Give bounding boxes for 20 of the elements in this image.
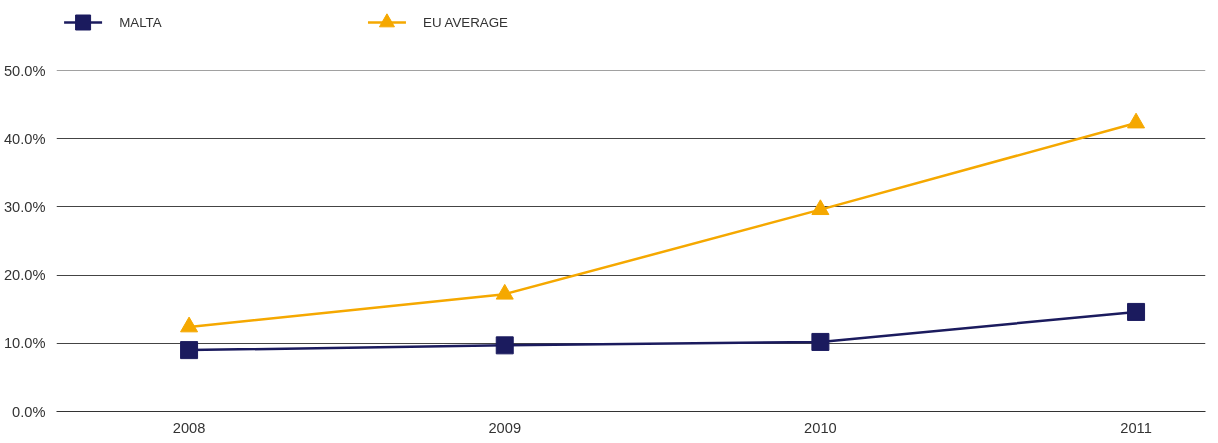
y-tick-label: 30.0% — [3, 198, 46, 215]
x-tick-label: 2008 — [172, 419, 206, 436]
point — [180, 341, 199, 360]
point — [1127, 302, 1146, 321]
y-tick-label: 0.0% — [12, 403, 46, 420]
y-tick-label: 50.0% — [3, 62, 46, 79]
point — [180, 316, 199, 333]
legend-label: MALTA — [119, 15, 162, 30]
legend-label: EU AVERAGE — [423, 15, 509, 30]
point — [811, 199, 830, 216]
point — [495, 283, 514, 300]
point — [811, 332, 830, 351]
x-tick-label: 2009 — [488, 419, 522, 436]
y-tick-label: 20.0% — [3, 267, 46, 284]
x-tick-label: 2010 — [804, 419, 837, 436]
y-tick-label: 10.0% — [3, 335, 46, 352]
point — [1127, 112, 1146, 129]
y-tick-label: 40.0% — [3, 130, 46, 147]
x-tick-label: 2011 — [1120, 419, 1152, 436]
point — [495, 336, 514, 355]
